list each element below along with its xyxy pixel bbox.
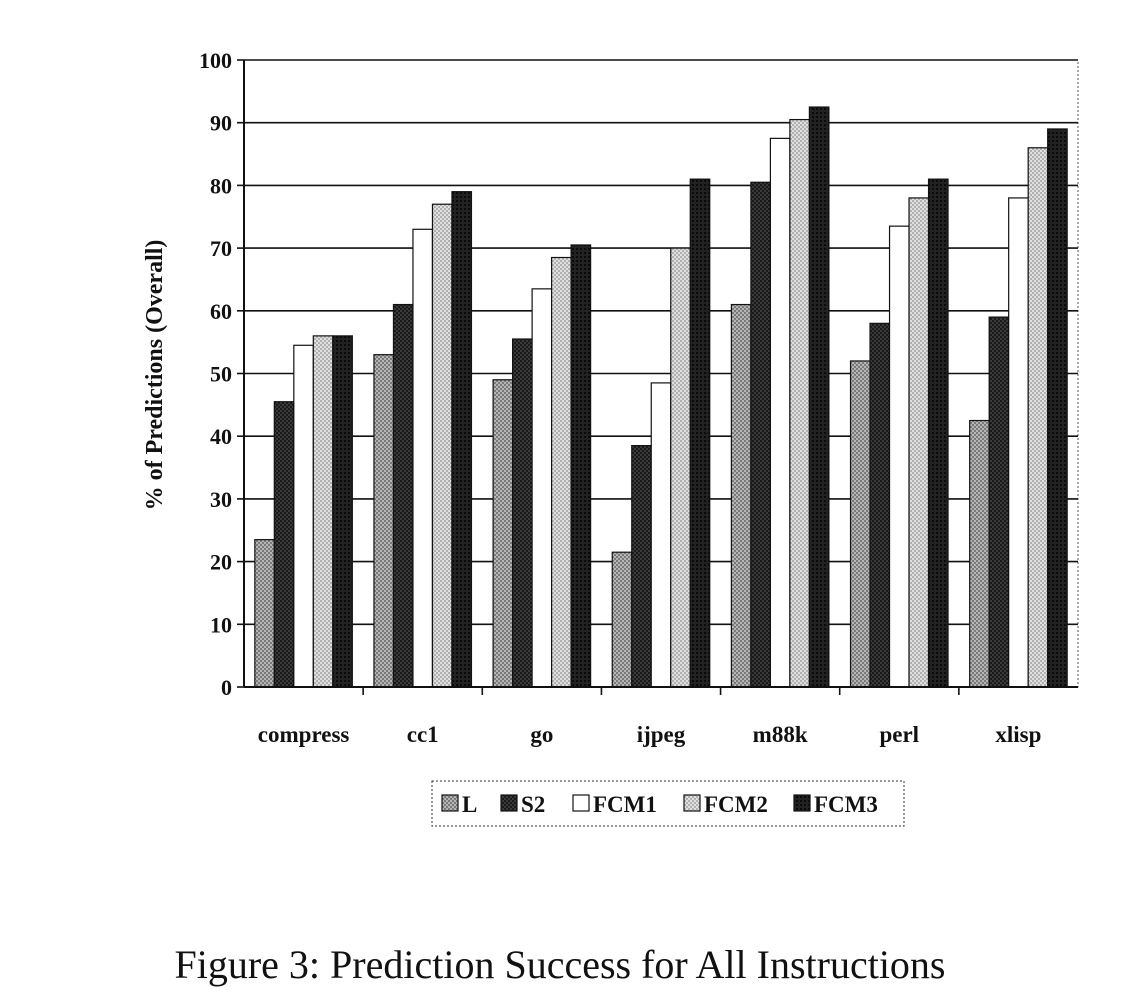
legend-label-fcm2: FCM2 xyxy=(704,792,768,817)
x-tick-label: perl xyxy=(879,722,919,747)
legend: L S2 FCM1 FCM2 FCM3 xyxy=(431,780,905,827)
y-tick-labels: 0 10 20 30 40 50 60 70 80 90 100 xyxy=(199,48,232,700)
y-tick-label: 30 xyxy=(210,487,232,512)
x-tick-label: xlisp xyxy=(995,722,1041,747)
bar-fcm3-m88k xyxy=(808,106,830,688)
bar-fcm3-go xyxy=(570,244,592,688)
y-tick-label: 90 xyxy=(210,111,232,136)
bar-fcm1-m88k xyxy=(769,137,791,688)
legend-label-l: L xyxy=(462,792,477,817)
x-tick-label: go xyxy=(530,722,553,747)
y-tick-label: 50 xyxy=(210,362,232,387)
bar-fcm3-perl xyxy=(927,178,949,688)
bar-l-ijpeg xyxy=(611,551,633,688)
bar-s2-go xyxy=(512,338,533,688)
bar-fcm1-go xyxy=(531,288,553,688)
bar-s2-m88k xyxy=(750,181,771,688)
bar-fcm1-xlisp xyxy=(1008,197,1029,688)
bar-l-compress xyxy=(254,539,275,688)
bar-fcm3-ijpeg xyxy=(689,178,711,688)
bars xyxy=(254,106,1068,688)
bar-fcm2-cc1 xyxy=(431,203,453,688)
bar-fcm3-cc1 xyxy=(451,191,473,688)
legend-label-fcm3: FCM3 xyxy=(814,792,878,817)
y-tick-label: 70 xyxy=(210,236,232,261)
bar-fcm2-perl xyxy=(908,197,930,688)
y-tick-label: 80 xyxy=(210,173,232,198)
bar-fcm1-ijpeg xyxy=(650,382,672,688)
category-labels: compress cc1 go ijpeg m88k perl xlisp xyxy=(258,722,1042,747)
y-tick-label: 20 xyxy=(210,550,232,575)
legend-swatch-fcm1 xyxy=(572,794,590,812)
legend-label-fcm1: FCM1 xyxy=(593,792,657,817)
y-tick-label: 0 xyxy=(221,675,232,700)
bar-fcm1-compress xyxy=(293,344,314,688)
bar-fcm2-go xyxy=(551,256,572,688)
bar-s2-perl xyxy=(869,322,891,688)
legend-swatch-s2 xyxy=(500,794,518,812)
bar-l-m88k xyxy=(730,303,752,688)
legend-swatch-l xyxy=(441,794,459,812)
bar-l-xlisp xyxy=(969,419,990,688)
bar-s2-cc1 xyxy=(392,303,414,688)
bar-fcm2-m88k xyxy=(789,118,810,688)
y-tick-label: 60 xyxy=(210,299,232,324)
bar-fcm3-compress xyxy=(332,335,353,688)
bar-s2-xlisp xyxy=(988,316,1010,688)
legend-label-s2: S2 xyxy=(521,792,545,817)
bar-s2-compress xyxy=(273,401,295,688)
bar-fcm3-xlisp xyxy=(1047,128,1068,688)
x-tick-label: ijpeg xyxy=(637,722,686,747)
legend-swatch-fcm2 xyxy=(683,794,701,812)
bar-s2-ijpeg xyxy=(631,445,652,688)
bar-fcm1-perl xyxy=(888,225,910,688)
bar-fcm1-cc1 xyxy=(412,228,434,688)
bar-fcm2-xlisp xyxy=(1027,147,1049,688)
y-tick-label: 10 xyxy=(210,612,232,637)
bar-l-cc1 xyxy=(373,354,395,688)
y-tick-label: 40 xyxy=(210,424,232,449)
bar-fcm2-compress xyxy=(312,335,334,688)
figure-caption: Figure 3: Prediction Success for All Ins… xyxy=(174,942,945,987)
y-axis-label: % of Predictions (Overall) xyxy=(142,240,168,511)
x-tick-label: cc1 xyxy=(407,722,439,747)
x-tick-label: compress xyxy=(258,722,350,747)
y-tick-label: 100 xyxy=(199,48,232,73)
bar-l-perl xyxy=(849,360,871,688)
bar-fcm2-ijpeg xyxy=(670,247,691,688)
axes xyxy=(237,59,1078,695)
bar-l-go xyxy=(492,379,514,688)
x-tick-label: m88k xyxy=(753,722,808,747)
legend-swatch-fcm3 xyxy=(793,794,811,812)
